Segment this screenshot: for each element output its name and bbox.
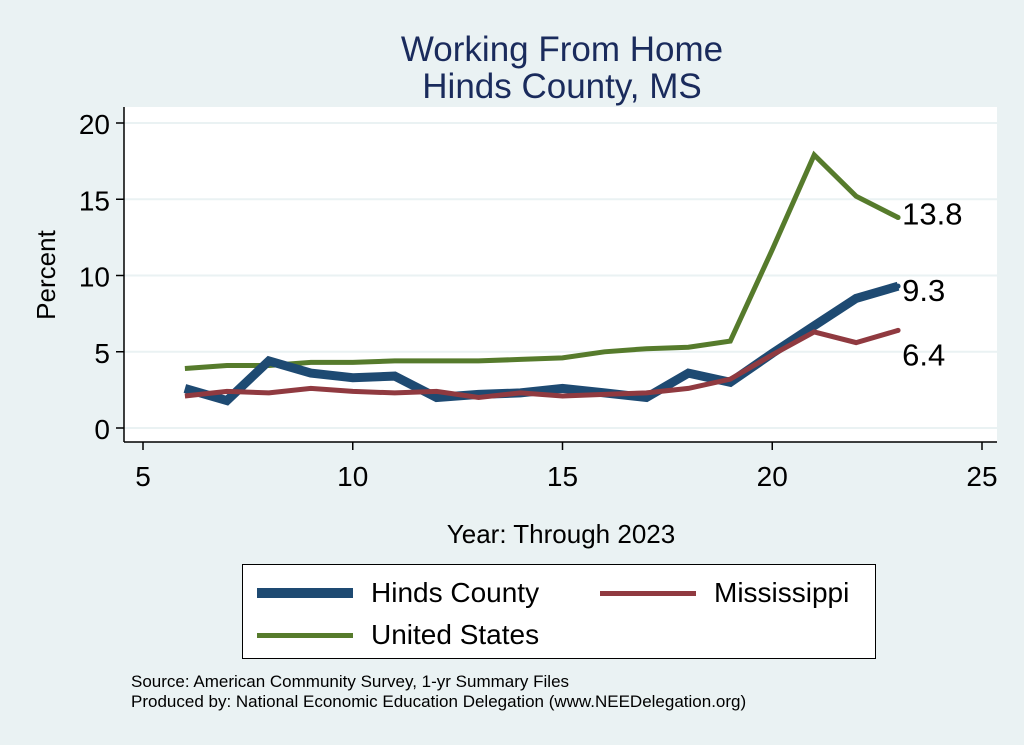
end-label-mississippi: 6.4: [902, 337, 945, 372]
legend-item-united-states: United States: [257, 617, 539, 653]
y-tick-label-15: 15: [79, 185, 110, 216]
chart-title: Working From Home: [400, 30, 724, 69]
legend-swatch-hinds-county: [257, 588, 353, 598]
x-axis-title: Year: Through 2023: [447, 519, 675, 549]
legend-swatch-mississippi: [600, 590, 696, 596]
end-marker-hinds-county: [895, 283, 901, 289]
y-tick-label-10: 10: [79, 262, 110, 293]
legend-label-hinds-county: Hinds County: [371, 577, 540, 608]
legend: Hinds County Mississippi United States: [242, 564, 876, 659]
legend-swatch-united-states: [257, 632, 353, 638]
source-note: Source: American Community Survey, 1-yr …: [131, 672, 570, 691]
x-tick-label-15: 15: [547, 461, 578, 492]
legend-item-mississippi: Mississippi: [600, 575, 849, 611]
legend-label-united-states: United States: [371, 619, 540, 650]
series-line-mississippi: [184, 327, 899, 401]
x-tick-label-20: 20: [757, 461, 788, 492]
end-marker-united-states: [895, 215, 901, 221]
x-tick-label-5: 5: [135, 461, 151, 492]
series-line-united-states: [184, 150, 900, 371]
x-tick-label-25: 25: [966, 461, 997, 492]
y-tick-label-0: 0: [94, 414, 110, 445]
legend-item-hinds-county: Hinds County: [257, 575, 539, 611]
chart-subtitle: Hinds County, MS: [422, 67, 702, 106]
y-tick-label-20: 20: [79, 109, 110, 140]
y-tick-label-5: 5: [94, 338, 110, 369]
x-tick-label-10: 10: [337, 461, 368, 492]
y-axis-title: Percent: [31, 229, 61, 319]
end-label-united-states: 13.8: [902, 197, 962, 232]
legend-label-mississippi: Mississippi: [714, 577, 850, 608]
producer-note: Produced by: National Economic Education…: [131, 692, 747, 711]
end-marker-mississippi: [895, 327, 901, 333]
end-label-hinds-county: 9.3: [902, 273, 945, 308]
